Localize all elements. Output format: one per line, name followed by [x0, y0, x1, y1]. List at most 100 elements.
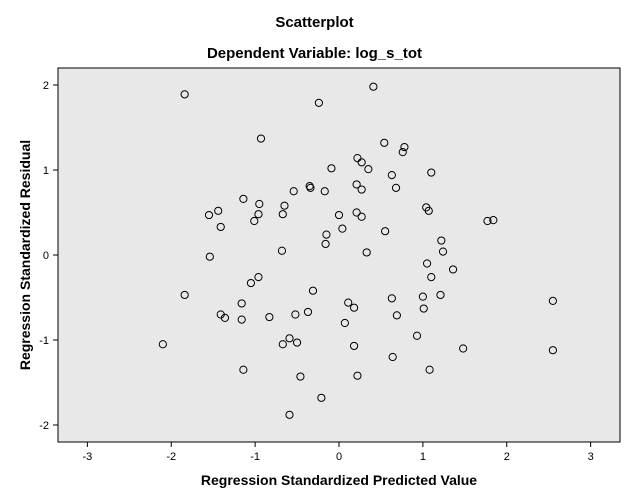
data-point	[349, 341, 359, 351]
data-point	[277, 246, 287, 255]
x-tick-label: 1	[420, 451, 426, 463]
data-point	[419, 304, 428, 313]
x-tick-label: 0	[336, 451, 342, 463]
data-point	[303, 307, 313, 317]
data-point	[357, 185, 366, 194]
data-point	[357, 158, 366, 167]
data-point	[427, 168, 436, 177]
data-point	[392, 311, 401, 320]
data-point	[327, 164, 336, 173]
data-point	[255, 199, 264, 209]
data-point	[180, 290, 189, 300]
data-point	[344, 298, 353, 307]
data-point	[320, 187, 329, 196]
data-point	[250, 216, 259, 226]
data-point	[489, 216, 498, 225]
data-point	[388, 352, 397, 362]
data-point	[387, 294, 396, 303]
data-point	[305, 182, 314, 191]
data-point	[285, 334, 294, 343]
data-point	[265, 312, 274, 322]
data-point	[436, 290, 445, 300]
data-point	[214, 206, 223, 215]
data-point	[412, 331, 422, 340]
data-point	[239, 194, 248, 203]
plot-area	[57, 67, 621, 443]
chart-subtitle: Dependent Variable: log_s_tot	[206, 45, 423, 62]
data-point	[427, 273, 436, 282]
data-point	[292, 338, 302, 347]
chart-title: Scatterplot	[275, 14, 354, 31]
y-tick-label: -1	[39, 335, 49, 347]
data-point	[278, 340, 287, 349]
data-point	[338, 224, 347, 233]
data-point	[237, 315, 246, 324]
data-point	[237, 299, 246, 308]
data-point	[254, 210, 263, 219]
data-point	[425, 365, 434, 374]
data-point	[321, 239, 330, 249]
data-point	[306, 183, 315, 192]
data-point	[357, 212, 366, 221]
data-point	[308, 286, 318, 295]
data-point	[317, 393, 326, 402]
data-point	[239, 365, 248, 374]
data-point	[548, 296, 557, 305]
data-point	[289, 187, 298, 196]
data-point	[353, 154, 362, 163]
data-point	[254, 273, 263, 282]
x-tick-label: 2	[504, 451, 510, 463]
y-axis-label: Regression Standardized Residual	[17, 139, 33, 371]
data-point	[424, 206, 433, 215]
data-point	[340, 318, 349, 328]
data-point	[364, 165, 373, 174]
y-tick-label: 2	[43, 80, 49, 92]
data-point	[322, 230, 331, 239]
data-point	[387, 171, 396, 180]
data-point	[422, 259, 432, 268]
data-point	[381, 227, 390, 236]
data-point	[158, 340, 167, 349]
x-tick-label: 3	[588, 451, 594, 463]
data-point	[204, 210, 214, 220]
y-tick-label: -2	[39, 420, 49, 432]
data-point	[334, 210, 344, 220]
data-point	[216, 222, 225, 232]
axis-ticks: -3 -2 -1 0 1 2 3 2 1 0 -1 -2	[39, 80, 593, 463]
data-point	[220, 313, 230, 322]
data-point	[380, 138, 389, 147]
data-point	[296, 372, 305, 381]
data-point	[448, 265, 458, 274]
data-point	[398, 148, 407, 157]
data-point	[180, 90, 189, 99]
data-point	[285, 410, 294, 419]
data-point	[246, 278, 256, 288]
data-point	[349, 303, 359, 312]
x-tick-label: -3	[82, 451, 92, 463]
data-point	[459, 344, 468, 353]
data-point	[278, 210, 287, 219]
y-tick-label: 0	[43, 250, 49, 262]
data-point	[400, 142, 409, 152]
data-point	[362, 248, 371, 257]
data-point	[483, 216, 492, 226]
data-points	[158, 82, 557, 419]
data-point	[391, 183, 401, 192]
data-point	[314, 98, 323, 107]
data-point	[369, 82, 378, 91]
x-axis-label: Regression Standardized Predicted Value	[200, 472, 478, 488]
data-point	[280, 201, 289, 210]
data-point	[438, 247, 448, 256]
data-point	[352, 180, 361, 189]
data-point	[353, 371, 362, 380]
data-point	[548, 346, 557, 355]
data-point	[437, 236, 446, 245]
x-tick-label: -2	[166, 451, 176, 463]
data-point	[352, 208, 361, 217]
y-tick-label: 1	[43, 165, 49, 177]
data-point	[205, 252, 214, 261]
data-point	[418, 292, 427, 301]
x-tick-label: -1	[250, 451, 260, 463]
data-point	[256, 134, 266, 143]
